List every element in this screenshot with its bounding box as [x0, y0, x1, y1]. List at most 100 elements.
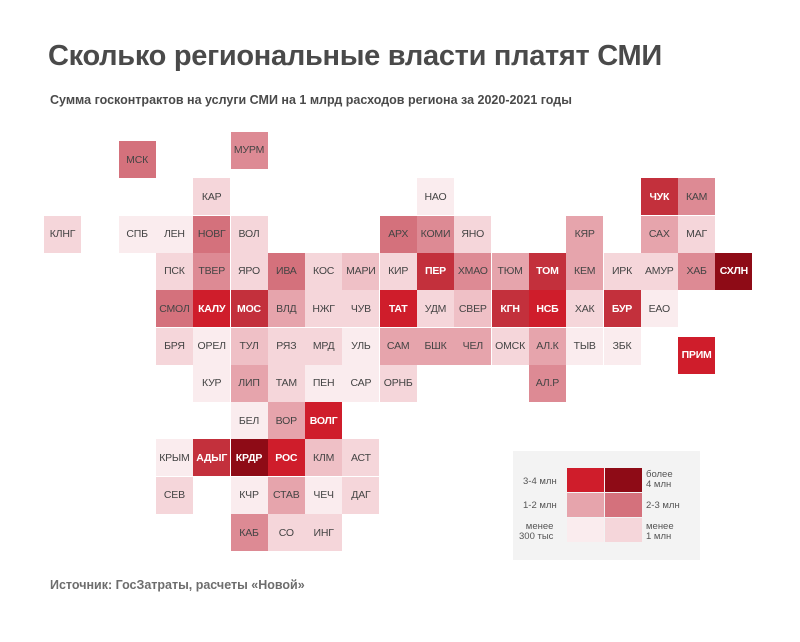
region-tile-22: МАРИ — [342, 252, 380, 290]
legend-label-1-2: 1-2 млн — [523, 500, 557, 511]
region-tile-5: КАМ — [678, 178, 716, 216]
region-tile-75: КЛМ — [305, 439, 343, 477]
legend: 3-4 млн более 4 млн 1-2 млн 2-3 млн мене… — [513, 451, 700, 560]
legend-swatch-1-2 — [567, 493, 604, 517]
region-tile-58: ТЫВ — [566, 327, 604, 365]
legend-label-2-3: 2-3 млн — [646, 500, 680, 511]
region-tile-82: КАБ — [230, 514, 268, 551]
region-tile-52: УЛЬ — [342, 327, 380, 365]
region-tile-74: РОС — [267, 439, 305, 477]
region-tile-76: АСТ — [342, 439, 380, 477]
region-tile-64: ПЕН — [305, 364, 343, 402]
region-tile-1: МУРМ — [230, 131, 268, 169]
region-tile-50: РЯЗ — [267, 327, 305, 365]
region-tile-25: ХМАО — [454, 252, 492, 290]
region-tile-70: ВОЛГ — [305, 402, 343, 440]
region-tile-46: ЕАО — [640, 290, 678, 328]
region-tile-69: ВОР — [267, 402, 305, 440]
region-tile-35: МОС — [230, 290, 268, 328]
region-tile-19: ЯРО — [230, 252, 268, 290]
region-tile-28: КЕМ — [566, 252, 604, 290]
region-tile-65: САР — [342, 364, 380, 402]
region-tile-40: УДМ — [417, 290, 454, 328]
legend-label-under-1m: менее 1 млн — [646, 521, 674, 542]
region-tile-51: МРД — [305, 327, 343, 365]
region-tile-14: КЯР — [566, 215, 604, 253]
region-tile-10: ВОЛ — [230, 215, 268, 253]
region-tile-66: ОРНБ — [379, 364, 417, 402]
region-tile-8: ЛЕН — [155, 215, 193, 253]
region-tile-32: СХЛН — [715, 252, 753, 290]
region-tile-41: СВЕР — [454, 290, 492, 328]
legend-swatch-2-3 — [605, 493, 642, 517]
legend-swatch-under-300k — [567, 518, 604, 542]
legend-label-3-4: 3-4 млн — [523, 476, 557, 487]
region-tile-73: КРДР — [230, 439, 268, 477]
region-tile-26: ТЮМ — [491, 252, 529, 290]
region-tile-36: ВЛД — [267, 290, 305, 328]
region-tile-63: ТАМ — [267, 364, 305, 402]
region-tile-17: ПСК — [155, 252, 193, 290]
map-subtitle: Сумма госконтрактов на услуги СМИ на 1 м… — [50, 93, 572, 107]
region-tile-68: БЕЛ — [230, 402, 268, 440]
region-tile-62: ЛИП — [230, 364, 268, 402]
region-tile-67: АЛ.Р — [528, 364, 566, 402]
region-tile-13: ЯНО — [454, 215, 492, 253]
region-tile-42: КГН — [491, 290, 529, 328]
region-tile-24: ПЕР — [417, 252, 454, 290]
region-tile-4: ЧУК — [640, 178, 678, 216]
region-tile-7: СПБ — [118, 215, 156, 253]
region-tile-49: ТУЛ — [230, 327, 268, 365]
region-tile-45: БУР — [603, 290, 641, 328]
region-tile-53: САМ — [379, 327, 417, 365]
legend-swatch-over-4 — [605, 468, 642, 492]
legend-swatch-3-4 — [567, 468, 604, 492]
region-tile-48: ОРЕЛ — [193, 327, 231, 365]
region-tile-18: ТВЕР — [193, 252, 231, 290]
region-tile-2: КАР — [193, 178, 231, 216]
region-tile-6: КЛНГ — [44, 215, 81, 253]
region-tile-78: КЧР — [230, 476, 268, 514]
region-tile-31: ХАБ — [678, 252, 716, 290]
region-tile-37: НЖГ — [305, 290, 343, 328]
region-tile-23: КИР — [379, 252, 417, 290]
region-tile-0: МСК — [118, 141, 156, 178]
region-tile-55: ЧЕЛ — [454, 327, 492, 365]
region-tile-21: КОС — [305, 252, 343, 290]
region-tile-57: АЛ.К — [528, 327, 566, 365]
region-tile-43: НСБ — [528, 290, 566, 328]
region-tile-15: САХ — [640, 215, 678, 253]
region-tile-9: НОВГ — [193, 215, 231, 253]
region-tile-20: ИВА — [267, 252, 305, 290]
region-tile-72: АДЫГ — [193, 439, 231, 477]
region-tile-29: ИРК — [603, 252, 641, 290]
region-tile-38: ЧУВ — [342, 290, 380, 328]
region-tile-30: АМУР — [640, 252, 678, 290]
region-tile-71: КРЫМ — [155, 439, 193, 477]
legend-label-over-4: более 4 млн — [646, 469, 673, 490]
region-tile-39: ТАТ — [379, 290, 417, 328]
region-tile-33: СМОЛ — [155, 290, 193, 328]
region-tile-16: МАГ — [678, 215, 716, 253]
region-tile-80: ЧЕЧ — [305, 476, 343, 514]
region-tile-54: БШК — [417, 327, 454, 365]
region-tile-34: КАЛУ — [193, 290, 231, 328]
region-tile-59: ЗБК — [603, 327, 641, 365]
region-tile-83: СО — [267, 514, 305, 551]
region-tile-12: КОМИ — [417, 215, 454, 253]
region-tile-77: СЕВ — [155, 476, 193, 514]
region-tile-3: НАО — [417, 178, 454, 216]
legend-swatch-under-1m — [605, 518, 642, 542]
region-tile-27: ТОМ — [528, 252, 566, 290]
region-tile-56: ОМСК — [491, 327, 529, 365]
region-tile-61: КУР — [193, 364, 231, 402]
legend-label-under-300k: менее 300 тыс — [519, 521, 554, 542]
region-tile-60: ПРИМ — [678, 336, 716, 374]
region-tile-81: ДАГ — [342, 476, 380, 514]
region-tile-44: ХАК — [566, 290, 604, 328]
region-tile-11: АРХ — [379, 215, 417, 253]
region-tile-84: ИНГ — [305, 514, 343, 551]
region-tile-47: БРЯ — [155, 327, 193, 365]
map-title: Сколько региональные власти платят СМИ — [48, 40, 662, 72]
